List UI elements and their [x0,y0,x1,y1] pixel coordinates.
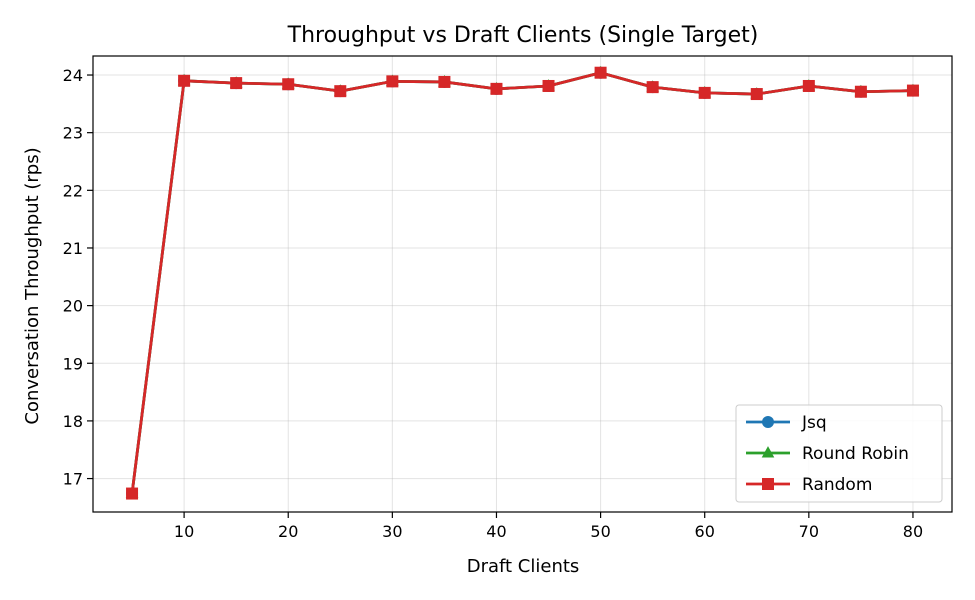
data-point-random [126,487,139,500]
chart-title: Throughput vs Draft Clients (Single Targ… [287,23,759,48]
y-tick-label: 23 [63,124,83,143]
legend: Jsq Round Robin Random [735,404,943,503]
data-point-random [230,77,243,90]
x-axis: 10 20 30 40 50 60 70 80 [174,512,923,541]
legend-item-jsq: Jsq [746,413,827,433]
legend-item-random: Random [746,475,872,495]
legend-marker [762,478,774,490]
data-point-random [646,81,659,94]
data-point-random [334,85,347,98]
legend-label: Round Robin [802,444,909,464]
x-axis-label: Draft Clients [467,556,580,577]
data-point-random [698,86,711,99]
y-axis-label: Conversation Throughput (rps) [22,147,43,424]
x-tick-label: 70 [799,522,819,541]
x-tick-label: 30 [382,522,402,541]
legend-marker [762,416,774,428]
data-point-random [282,78,295,91]
data-point-random [178,74,191,87]
x-tick-label: 60 [695,522,715,541]
data-point-random [802,79,815,92]
data-point-random [542,79,555,92]
data-point-random [386,75,399,88]
series-random [126,66,919,500]
legend-box [735,404,943,503]
x-tick-label: 10 [174,522,194,541]
plot-frame [92,55,953,513]
data-point-random [906,84,919,97]
y-axis: 17 18 19 20 21 22 23 24 [63,66,93,489]
x-tick-label: 50 [590,522,610,541]
data-point-random [854,85,867,98]
y-tick-label: 22 [63,181,83,200]
legend-label: Jsq [801,413,827,433]
data-point-random [490,82,503,95]
y-tick-label: 19 [63,354,83,373]
legend-marker [761,446,775,458]
x-tick-label: 20 [278,522,298,541]
data-point-random [438,75,451,88]
series-layer [125,65,920,500]
x-tick-label: 80 [903,522,923,541]
data-point-random [750,88,763,101]
legend-item-round-robin: Round Robin [746,444,909,464]
y-tick-label: 20 [63,297,83,316]
y-tick-label: 18 [63,412,83,431]
y-tick-label: 24 [63,66,83,85]
series-line-random [130,71,913,494]
y-tick-label: 17 [63,470,83,489]
data-point-random [594,66,607,79]
legend-label: Random [802,475,872,495]
x-tick-label: 40 [486,522,506,541]
y-tick-label: 21 [63,239,83,258]
